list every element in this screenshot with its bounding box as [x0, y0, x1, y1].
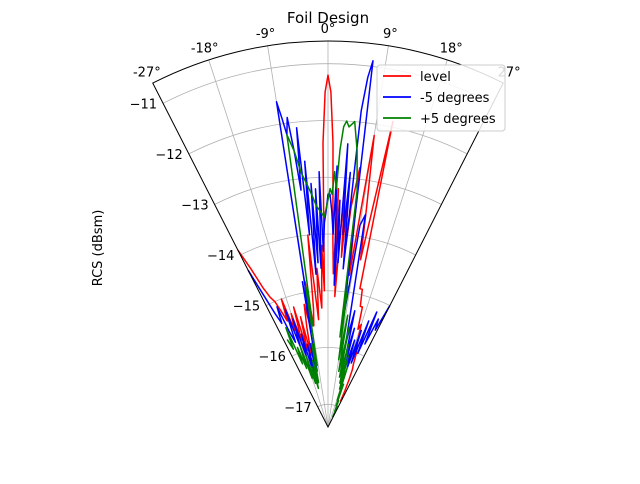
legend-label: +5 degrees — [420, 112, 496, 127]
tick-labels: −11−12−13−14−15−16−17-27°-18°-9° 0° 9°18°2… — [130, 22, 521, 416]
r-tick-label: −13 — [181, 198, 208, 213]
series-line — [237, 74, 394, 402]
series-line — [285, 120, 358, 418]
legend-box — [376, 64, 506, 132]
series-lines — [237, 60, 394, 418]
theta-tick-label: 9° — [383, 27, 398, 42]
legend-label: -5 degrees — [420, 91, 490, 106]
r-tick-label: −12 — [155, 148, 182, 163]
r-tick-label: −14 — [207, 249, 234, 264]
legend: level -5 degrees +5 degrees — [376, 64, 506, 132]
theta-tick-label: 0° — [321, 22, 336, 37]
theta-tick-label: 18° — [440, 42, 463, 57]
theta-tick-label: -9° — [256, 27, 275, 42]
legend-label: level — [420, 70, 451, 85]
series-line — [247, 60, 391, 384]
chart-title: Foil Design — [287, 9, 369, 27]
r-tick-label: −16 — [258, 350, 285, 365]
r-tick-label: −15 — [233, 300, 260, 315]
r-tick-label: −17 — [284, 401, 311, 416]
theta-tick-label: -18° — [191, 42, 219, 57]
r-tick-label: −11 — [130, 97, 157, 112]
theta-tick-label: -27° — [133, 65, 161, 80]
y-axis-label: RCS (dBsm) — [91, 210, 106, 287]
